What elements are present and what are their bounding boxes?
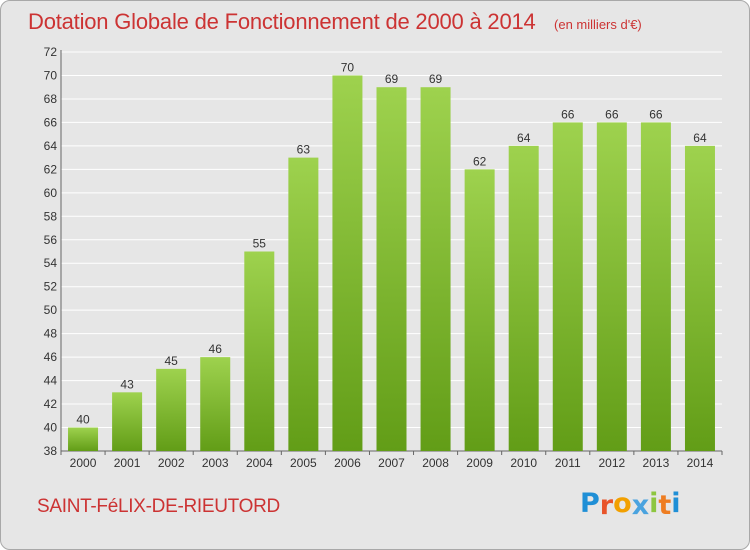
data-label: 70 [341, 60, 355, 74]
brand-letter: P [580, 488, 600, 519]
x-tick-label: 2003 [202, 456, 229, 470]
y-tick-label: 48 [44, 327, 58, 341]
brand-logo: Proxiti [580, 488, 681, 521]
data-label: 43 [120, 377, 134, 391]
bar [420, 87, 451, 452]
y-tick-label: 54 [44, 256, 58, 270]
x-tick-label: 2014 [687, 456, 714, 470]
title-row: Dotation Globale de Fonctionnement de 20… [28, 9, 642, 35]
data-label: 63 [297, 143, 311, 157]
data-label: 66 [605, 107, 619, 121]
brand-letter: r [599, 490, 614, 521]
data-label: 64 [517, 131, 531, 145]
data-label: 62 [473, 154, 487, 168]
y-tick-label: 44 [44, 374, 58, 388]
x-tick-label: 2008 [422, 456, 449, 470]
brand-letter: t [658, 490, 672, 521]
brand-letter: x [631, 490, 650, 521]
x-tick-label: 2006 [334, 456, 361, 470]
data-label: 66 [561, 107, 575, 121]
data-label: 64 [693, 131, 707, 145]
data-label: 66 [649, 107, 663, 121]
data-label: 55 [253, 237, 267, 251]
y-tick-label: 46 [44, 350, 58, 364]
data-label: 46 [209, 342, 223, 356]
bar [508, 145, 539, 451]
bar [156, 368, 187, 451]
bar [332, 75, 363, 452]
x-tick-label: 2007 [378, 456, 405, 470]
x-tick-label: 2004 [246, 456, 273, 470]
y-tick-label: 58 [44, 209, 58, 223]
y-tick-label: 68 [44, 92, 58, 106]
y-tick-label: 62 [44, 162, 58, 176]
chart-unit: (en milliers d'€) [554, 17, 642, 32]
y-tick-label: 72 [44, 45, 58, 59]
bar [244, 251, 275, 451]
x-tick-label: 2009 [466, 456, 493, 470]
x-tick-label: 2000 [70, 456, 97, 470]
x-tick-label: 2012 [598, 456, 625, 470]
commune-name: SAINT-FéLIX-DE-RIEUTORD [37, 496, 280, 517]
bar [112, 392, 143, 451]
y-tick-label: 40 [44, 421, 58, 435]
y-tick-label: 60 [44, 186, 58, 200]
bar [68, 427, 99, 451]
x-tick-label: 2002 [158, 456, 185, 470]
y-tick-label: 56 [44, 233, 58, 247]
data-label: 69 [385, 72, 399, 86]
data-label: 45 [164, 354, 178, 368]
brand-letter: i [671, 488, 681, 519]
y-tick-label: 70 [44, 68, 58, 82]
x-tick-label: 2010 [510, 456, 537, 470]
chart-title: Dotation Globale de Fonctionnement de 20… [28, 9, 536, 34]
bar [552, 122, 583, 451]
y-tick-label: 52 [44, 280, 58, 294]
bar [376, 87, 407, 452]
data-label: 40 [76, 413, 90, 427]
brand-letter: i [649, 488, 659, 519]
bar [464, 169, 495, 451]
y-tick-label: 64 [44, 139, 58, 153]
bar [684, 145, 715, 451]
y-tick-label: 38 [44, 444, 58, 458]
bar [288, 157, 319, 451]
x-tick-label: 2013 [643, 456, 670, 470]
bar [200, 357, 231, 451]
x-tick-label: 2011 [555, 456, 581, 470]
x-tick-label: 2001 [114, 456, 141, 470]
data-label: 69 [429, 72, 443, 86]
x-tick-label: 2005 [290, 456, 317, 470]
y-tick-label: 66 [44, 115, 58, 129]
y-tick-label: 50 [44, 303, 58, 317]
bar [596, 122, 627, 451]
brand-letter: o [613, 488, 632, 519]
y-tick-label: 42 [44, 397, 58, 411]
bar [640, 122, 671, 451]
